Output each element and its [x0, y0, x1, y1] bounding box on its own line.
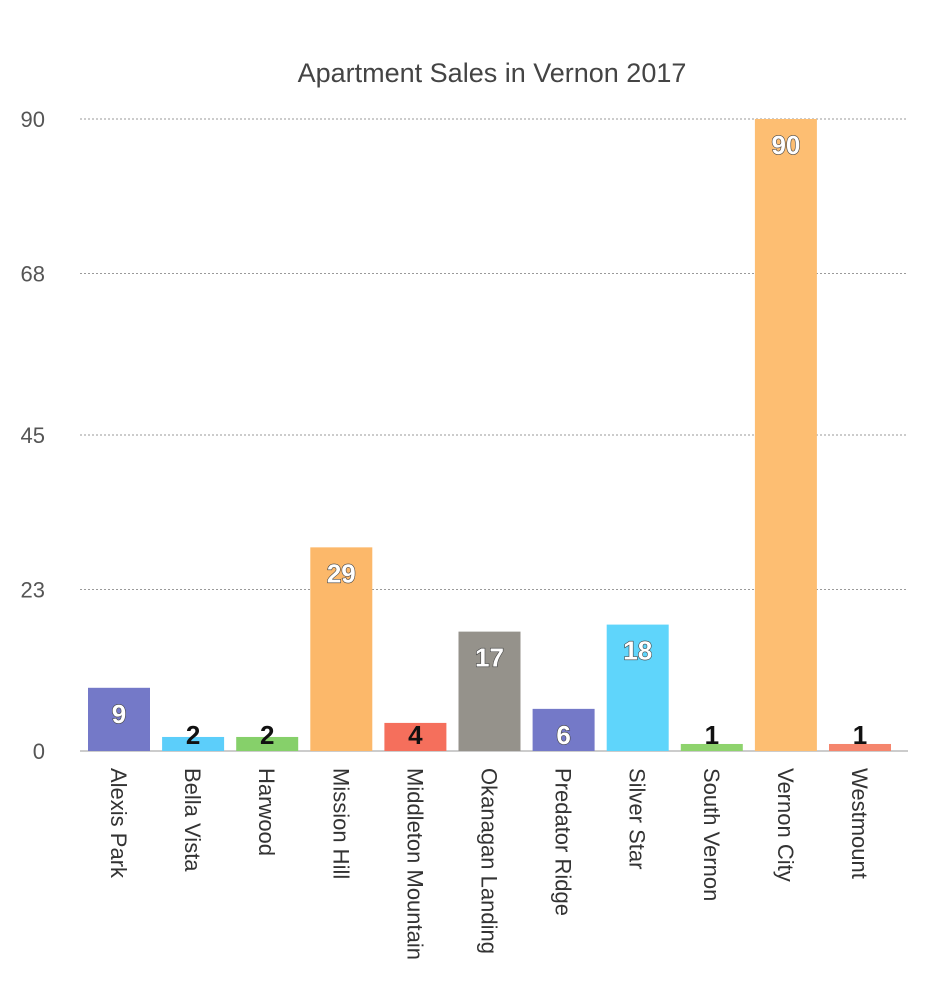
- bar: [384, 722, 447, 751]
- data-label: 6: [556, 720, 570, 750]
- x-category-label: Mission Hill: [328, 768, 353, 879]
- data-label: 1: [853, 720, 867, 750]
- y-axis-ticks: 0 23 45 68 90: [21, 107, 45, 764]
- data-labels: 9 2 2 29 4 17 6 18 1 90 1: [111, 129, 867, 750]
- bar: [680, 743, 743, 751]
- x-category-label: Alexis Park: [106, 768, 131, 879]
- y-tick-label: 45: [21, 423, 45, 448]
- x-category-label: Vernon City: [773, 768, 798, 882]
- data-label: 29: [327, 558, 356, 588]
- x-category-label: Bella Vista: [180, 768, 205, 872]
- chart-title: Apartment Sales in Vernon 2017: [298, 58, 687, 88]
- bar: [162, 736, 225, 751]
- data-label: 1: [705, 720, 719, 750]
- bar: [458, 631, 521, 751]
- bars: [88, 119, 891, 751]
- y-tick-label: 23: [21, 577, 45, 602]
- y-tick-label: 68: [21, 261, 45, 286]
- bar: [310, 547, 373, 751]
- data-label: 2: [186, 720, 200, 750]
- x-category-label: Silver Star: [625, 768, 650, 869]
- x-category-label: Okanagan Landing: [477, 768, 502, 954]
- bar: [829, 743, 891, 751]
- x-category-label: Middleton Mountain: [402, 768, 427, 960]
- data-label: 9: [112, 699, 126, 729]
- data-label: 17: [475, 643, 504, 673]
- x-axis-categories: Alexis Park Bella Vista Harwood Mission Hil…: [106, 768, 872, 960]
- x-category-label: Harwood: [254, 768, 279, 856]
- y-tick-label: 90: [21, 107, 45, 132]
- data-label: 90: [771, 130, 800, 160]
- data-label: 4: [408, 720, 423, 750]
- bar: [754, 119, 817, 751]
- data-label: 2: [260, 720, 274, 750]
- x-category-label: Predator Ridge: [551, 768, 576, 916]
- bar: [606, 624, 669, 751]
- x-category-label: Westmount: [847, 768, 872, 879]
- bar: [88, 687, 150, 751]
- bar: [532, 708, 595, 751]
- bar: [236, 736, 299, 751]
- y-tick-label: 0: [33, 739, 45, 764]
- x-category-label: South Vernon: [699, 768, 724, 901]
- data-label: 18: [623, 636, 652, 666]
